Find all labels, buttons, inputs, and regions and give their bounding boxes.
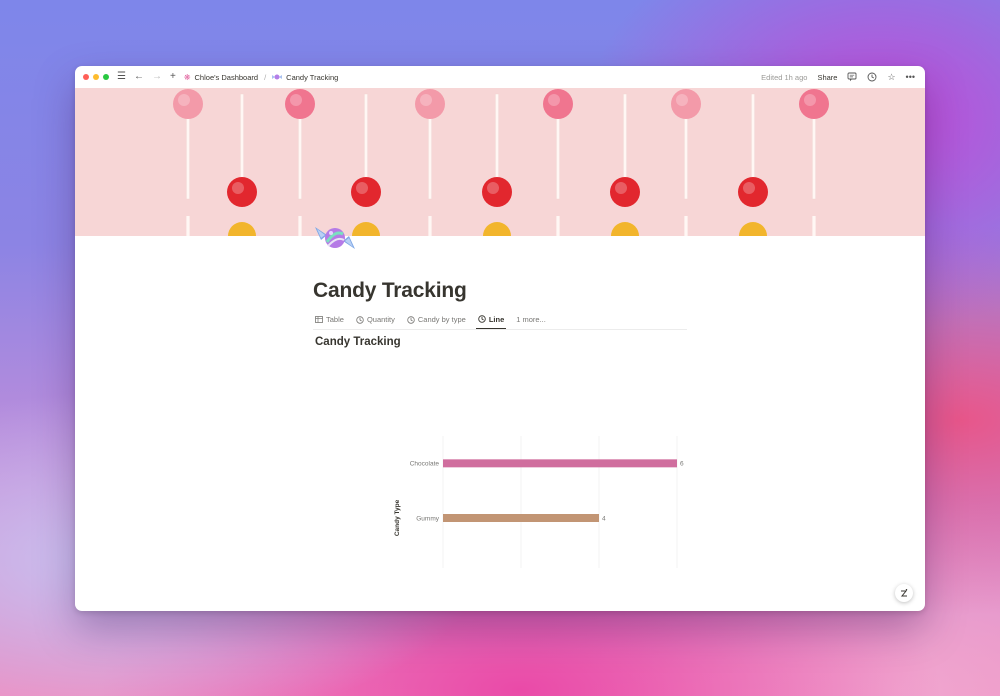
minimize-window-button[interactable] — [93, 74, 99, 80]
lollipop-icon — [352, 222, 380, 236]
window-controls — [83, 74, 109, 80]
y-category-label: Chocolate — [410, 461, 440, 468]
app-window: ☰ ← → + ❋ Chloe's Dashboard / Candy Trac… — [75, 66, 925, 611]
tab-more[interactable]: 1 more... — [514, 310, 548, 329]
history-clock-icon[interactable] — [867, 72, 877, 82]
tab-label: Candy by type — [417, 315, 466, 324]
lollipop-pattern — [173, 89, 829, 236]
breadcrumb: ❋ Chloe's Dashboard / Candy Tracking — [184, 73, 338, 82]
share-button[interactable]: Share — [817, 72, 838, 82]
lollipop-stick — [812, 216, 816, 236]
chart-icon — [478, 315, 486, 323]
tab-label: Table — [326, 315, 344, 324]
lollipop-stick — [684, 216, 688, 236]
tab-label: 1 more... — [516, 315, 546, 324]
lollipop-icon — [415, 89, 445, 200]
lollipop-icon — [738, 93, 768, 207]
view-title: Candy Tracking — [315, 336, 401, 348]
breadcrumb-item-dashboard[interactable]: ❋ Chloe's Dashboard — [184, 73, 258, 82]
candy-icon — [272, 74, 283, 80]
back-arrow-icon[interactable]: ← — [133, 71, 144, 82]
lollipop-icon — [227, 93, 257, 207]
tab-quantity[interactable]: Quantity — [354, 310, 397, 329]
page-cover-image — [75, 88, 925, 236]
view-tabs: Table Quantity Candy by type Line 1 more — [313, 310, 687, 330]
lollipop-icon — [483, 222, 511, 236]
bar-data-label: 6 — [680, 461, 684, 468]
zoom-window-button[interactable] — [103, 74, 109, 80]
lollipop-icon — [351, 93, 381, 207]
breadcrumb-label: Chloe's Dashboard — [194, 72, 259, 82]
sidebar-toggle-icon[interactable]: ☰ — [117, 71, 126, 82]
y-axis-title: Candy Type — [394, 499, 401, 536]
bar-data-label: 4 — [602, 515, 606, 522]
more-options-icon[interactable]: ••• — [905, 72, 915, 82]
close-window-button[interactable] — [83, 74, 89, 80]
bar-gummy[interactable] — [443, 514, 599, 522]
tab-table[interactable]: Table — [313, 310, 346, 329]
forward-arrow-icon[interactable]: → — [151, 71, 162, 82]
lollipop-stick — [186, 216, 190, 236]
notion-ai-icon — [900, 589, 908, 597]
help-button[interactable] — [895, 584, 913, 602]
bar-chart: 02468Chocolate6Gummy4Fruit-y2CountCandy … — [305, 358, 756, 600]
lollipop-stick — [428, 216, 432, 236]
lollipop-icon — [228, 222, 256, 236]
new-page-icon[interactable]: + — [169, 71, 176, 82]
titlebar-actions: Edited 1h ago Share ☆ ••• — [761, 72, 915, 83]
lollipop-icon — [482, 93, 512, 207]
favorite-star-icon[interactable]: ☆ — [887, 71, 896, 82]
tab-label: Quantity — [366, 315, 395, 324]
sparkle-icon: ❋ — [183, 72, 191, 82]
lollipop-stick — [556, 216, 560, 236]
comment-icon[interactable] — [847, 72, 857, 82]
bar-chocolate[interactable] — [443, 459, 677, 468]
lollipop-stick — [298, 216, 302, 236]
lollipop-icon — [610, 93, 640, 207]
title-bar: ☰ ← → + ❋ Chloe's Dashboard / Candy Trac… — [75, 66, 925, 88]
breadcrumb-item-candy-tracking[interactable]: Candy Tracking — [272, 73, 338, 82]
candy-emoji-icon[interactable] — [313, 220, 357, 256]
chart-canvas: 02468Chocolate6Gummy4Fruit-y2CountCandy … — [394, 436, 756, 600]
breadcrumb-label: Candy Tracking — [286, 72, 339, 82]
chart-icon — [407, 315, 415, 324]
tab-line[interactable]: Line — [475, 310, 507, 329]
lollipop-icon — [671, 89, 701, 200]
page-title[interactable]: Candy Tracking — [313, 279, 467, 302]
tab-label: Line — [488, 314, 505, 324]
table-icon — [315, 316, 323, 323]
edited-timestamp: Edited 1h ago — [761, 72, 808, 82]
lollipop-icon — [739, 222, 767, 236]
lollipop-icon — [799, 89, 829, 200]
tab-candy-by-type[interactable]: Candy by type — [405, 310, 468, 329]
lollipop-icon — [611, 222, 639, 236]
lollipop-icon — [543, 89, 573, 200]
chart-icon — [356, 315, 364, 324]
lollipop-icon — [173, 89, 203, 200]
lollipop-icon — [285, 89, 315, 200]
y-category-label: Gummy — [416, 515, 440, 522]
breadcrumb-separator: / — [264, 72, 267, 82]
